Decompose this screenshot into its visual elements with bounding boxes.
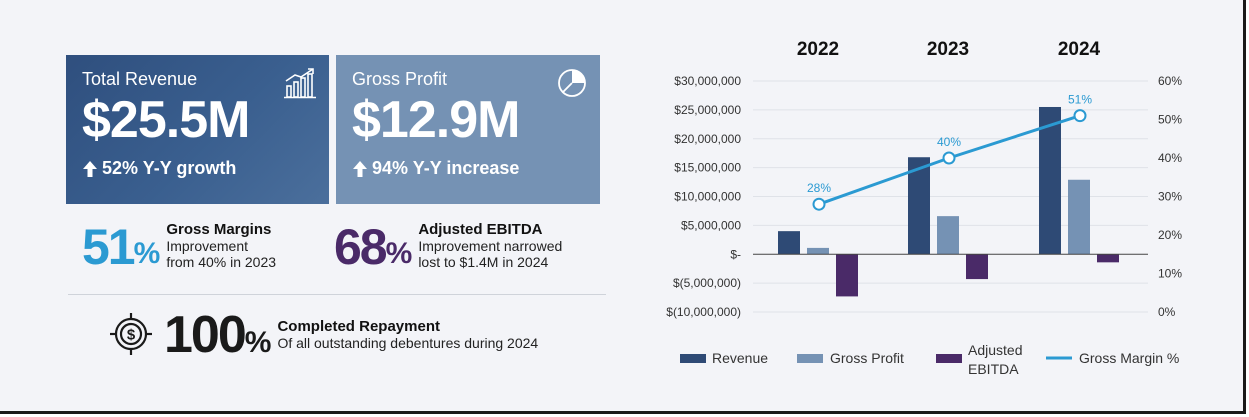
gross-margins-heading: Gross Margins: [166, 220, 272, 238]
gross-margins-stat: 51 % Gross Margins Improvement from 40% …: [82, 218, 276, 276]
left-tick-label: $25,000,000: [674, 103, 741, 117]
card-subtitle: 52% Y-Y growth: [82, 158, 313, 179]
bar-adjusted-ebitda: [966, 254, 988, 280]
card-subtitle: 94% Y-Y increase: [352, 158, 584, 179]
left-tick-label: $20,000,000: [674, 132, 741, 146]
gross-margin-point: [1073, 109, 1087, 123]
right-tick-label: 20%: [1158, 228, 1182, 242]
legend-label-gross-margin: Gross Margin %: [1079, 350, 1179, 366]
legend-label-revenue: Revenue: [712, 350, 768, 366]
arrow-up-icon: [353, 160, 367, 177]
right-axis-ticks: 60% 50% 40% 30% 20% 10% 0%: [1158, 74, 1182, 319]
gross-margin-label: 28%: [807, 181, 831, 195]
repayment-number: 100: [164, 306, 247, 364]
legend-swatch-revenue: [680, 354, 706, 363]
section-divider: [68, 294, 606, 295]
card-title: Total Revenue: [82, 69, 198, 89]
gross-margin-label: 40%: [937, 135, 961, 149]
right-tick-label: 10%: [1158, 267, 1182, 281]
gross-margin-label: 51%: [1068, 93, 1092, 107]
right-tick-label: 30%: [1158, 190, 1182, 204]
card-subtitle-text: 52% Y-Y growth: [102, 158, 237, 178]
bar-chart-growth-icon: [283, 67, 317, 104]
repayment-line1: Of all outstanding debentures during 202…: [277, 334, 539, 351]
ebitda-line2: lost to $1.4M in 2024: [418, 253, 549, 270]
chart-legend: Revenue Gross Profit Adjusted EBITDA Gross M…: [680, 342, 1179, 377]
gross-margins-line2: from 40% in 2023: [166, 253, 277, 270]
right-tick-label: 0%: [1158, 305, 1176, 319]
left-tick-label: $(5,000,000): [673, 276, 741, 290]
gross-margins-number: 51: [82, 219, 136, 275]
total-revenue-card: Total Revenue $25.5M 52% Y-Y growth: [66, 55, 329, 204]
adjusted-ebitda-stat: 68 % Adjusted EBITDA Improvement narrowe…: [334, 218, 562, 276]
card-subtitle-text: 94% Y-Y increase: [372, 158, 520, 178]
left-tick-label: $10,000,000: [674, 190, 741, 204]
ebitda-line1: Improvement narrowed: [418, 237, 563, 254]
bar-adjusted-ebitda: [836, 254, 858, 297]
card-title: Gross Profit: [352, 69, 448, 89]
left-axis-ticks: $30,000,000 $25,000,000 $20,000,000 $15,000…: [666, 74, 741, 319]
ebitda-heading: Adjusted EBITDA: [418, 220, 543, 238]
left-tick-label: $15,000,000: [674, 161, 741, 175]
card-value: $12.9M: [352, 91, 520, 149]
repayment-heading: Completed Repayment: [277, 317, 440, 335]
left-tick-label: $5,000,000: [681, 218, 741, 232]
legend-label-gross-profit: Gross Profit: [830, 350, 904, 366]
repayment-percent: %: [244, 326, 272, 359]
bar-gross-profit: [937, 216, 959, 255]
right-tick-label: 40%: [1158, 151, 1182, 165]
bar-adjusted-ebitda: [1097, 254, 1119, 263]
category-labels: 2022 2023 2024: [797, 39, 1101, 60]
left-tick-label: $(10,000,000): [666, 305, 741, 319]
category-label: 2022: [797, 39, 839, 60]
legend-label-ebitda-line1: Adjusted: [968, 342, 1022, 358]
target-dollar-icon: $: [108, 311, 154, 362]
gross-margin-point: [942, 151, 956, 165]
ebitda-number: 68: [334, 219, 388, 275]
bar-gross-profit: [1068, 179, 1090, 255]
gross-margin-point: [812, 197, 826, 211]
legend-swatch-gross-profit: [797, 354, 823, 363]
bar-revenue: [908, 157, 930, 255]
gross-margins-line1: Improvement: [166, 237, 249, 254]
ebitda-percent: %: [385, 237, 413, 270]
left-tick-label: $30,000,000: [674, 74, 741, 88]
arrow-up-icon: [83, 160, 97, 177]
legend-swatch-ebitda: [936, 354, 962, 363]
card-value: $25.5M: [82, 91, 250, 149]
pie-chart-icon: [556, 67, 588, 104]
repayment-stat: $ 100 % Completed Repayment Of all outst…: [108, 305, 538, 365]
gross-profit-card: Gross Profit $12.9M 94% Y-Y increase: [336, 55, 600, 204]
category-label: 2024: [1058, 39, 1101, 60]
svg-text:$: $: [127, 326, 136, 343]
bar-series: [778, 106, 1119, 297]
left-tick-label: $-: [730, 247, 741, 261]
gross-margins-percent: %: [133, 237, 161, 270]
bar-revenue: [1039, 106, 1061, 255]
bar-revenue: [778, 231, 800, 255]
category-label: 2023: [927, 39, 969, 60]
gross-margin-line: 28% 40% 51%: [807, 93, 1092, 211]
right-tick-label: 50%: [1158, 113, 1182, 127]
right-tick-label: 60%: [1158, 74, 1182, 88]
bar-gross-profit: [807, 247, 829, 255]
legend-label-ebitda-line2: EBITDA: [968, 361, 1019, 377]
